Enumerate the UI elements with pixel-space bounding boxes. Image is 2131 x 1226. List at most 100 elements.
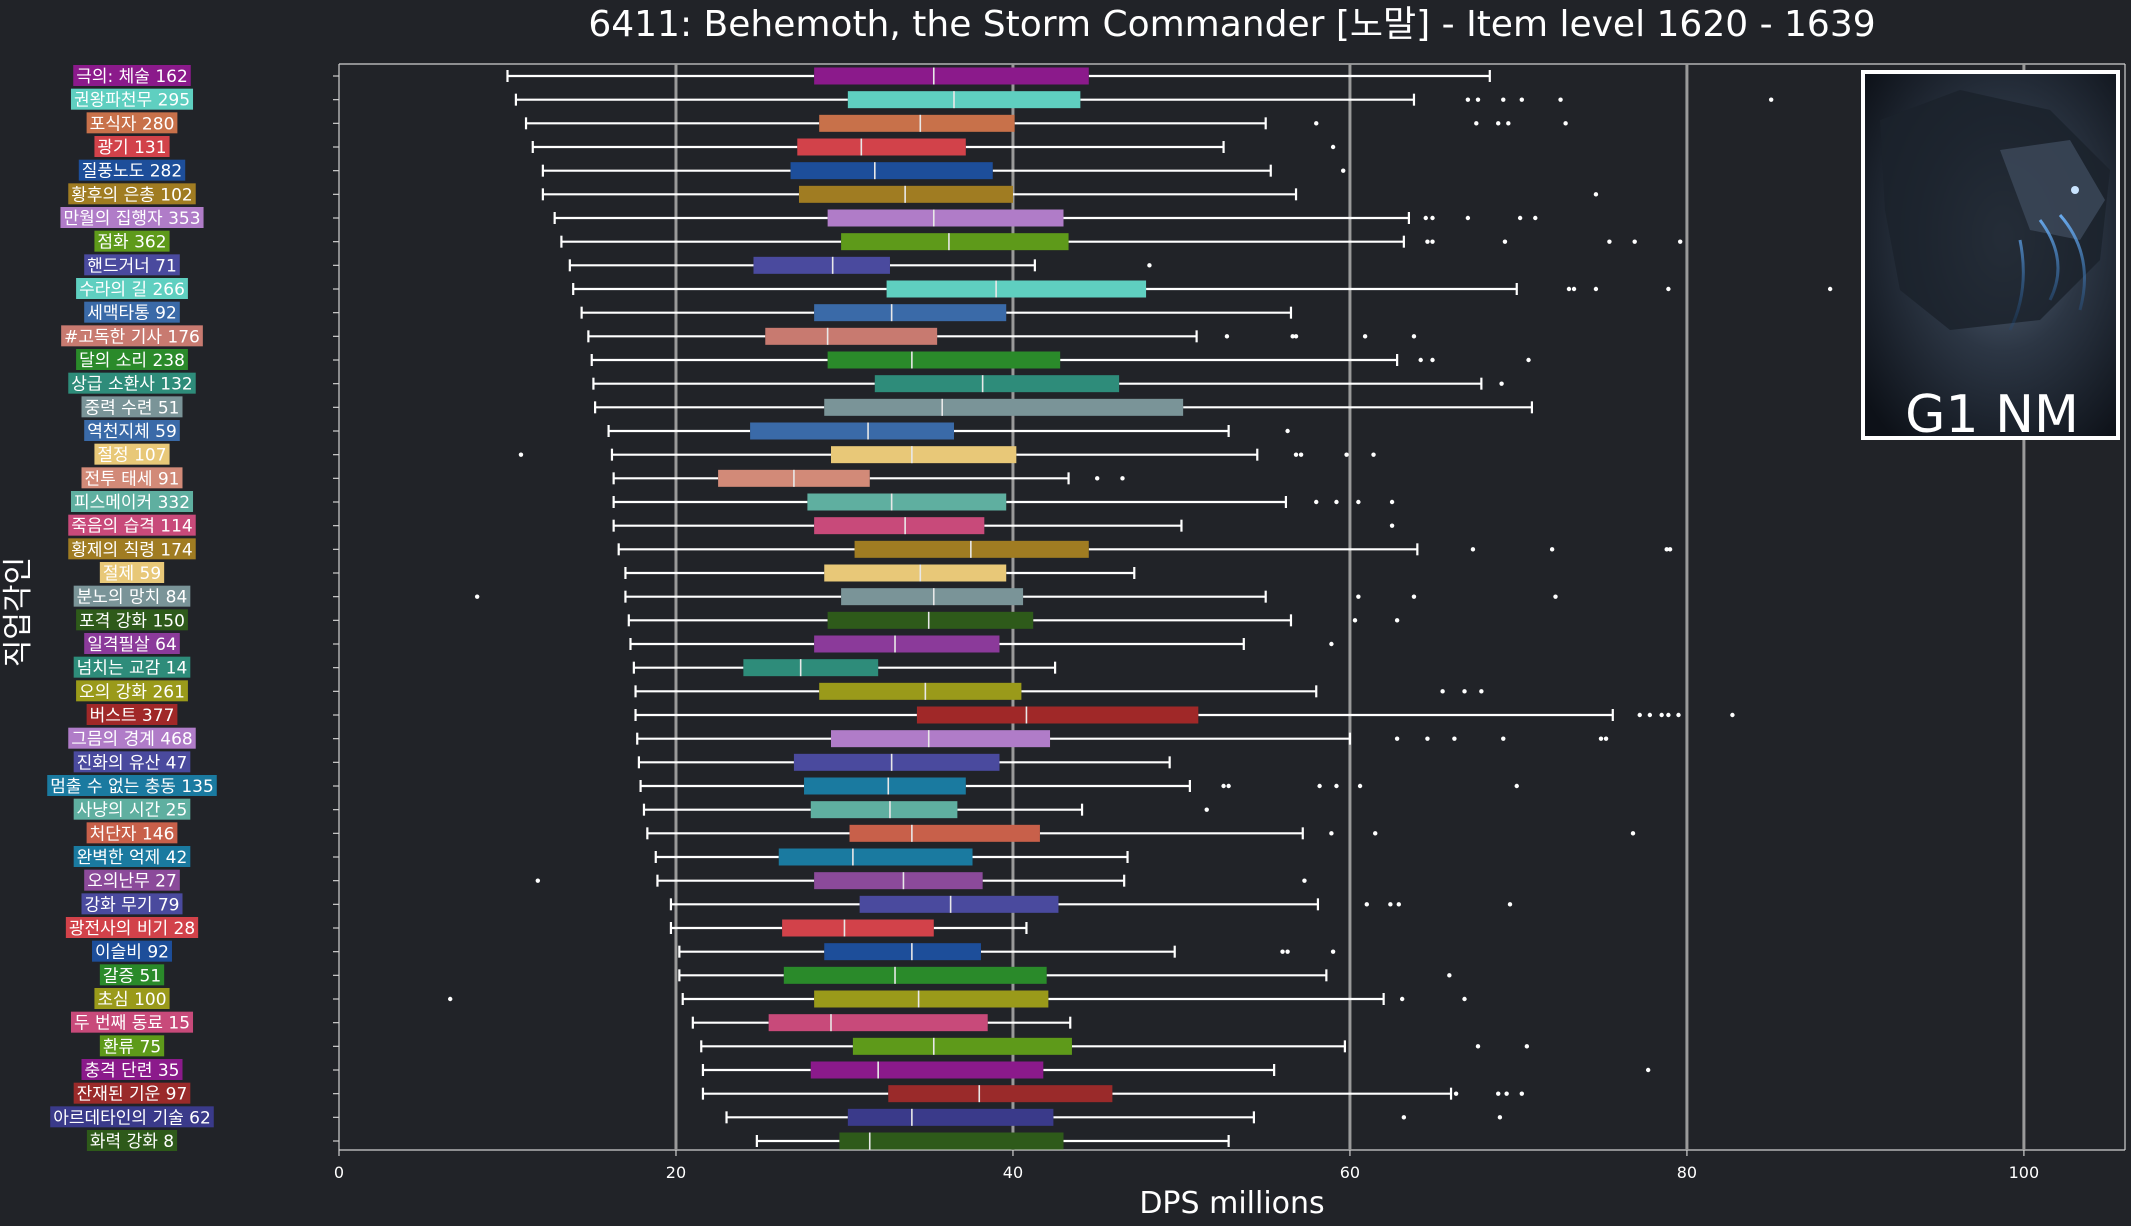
outlier-point <box>1226 783 1231 789</box>
box-group <box>560 233 1683 251</box>
box <box>847 91 1081 109</box>
category-label-bg <box>86 112 178 134</box>
outlier-point <box>1389 523 1395 528</box>
category-label-bg <box>70 88 194 110</box>
outlier-point <box>1507 902 1513 907</box>
box-group <box>634 682 1484 700</box>
box-group <box>612 469 1125 487</box>
outlier-point <box>1499 381 1504 386</box>
category-label-bg <box>47 775 217 796</box>
category-label: 수라의 길 266 <box>79 280 185 300</box>
outlier-point <box>1553 594 1558 599</box>
box-group <box>701 1061 1651 1079</box>
outlier-point <box>1676 712 1681 718</box>
box <box>824 943 981 961</box>
outlier-point <box>1362 334 1368 339</box>
category-label-bg <box>73 585 191 607</box>
category-label: 잔재된 기운 97 <box>77 1085 188 1105</box>
x-tick-label: 40 <box>1003 1163 1023 1182</box>
category-label: 세맥타통 92 <box>87 304 177 324</box>
category-label: 환류 75 <box>103 1037 161 1057</box>
category-label: 멈출 수 없는 충동 135 <box>50 777 214 797</box>
box <box>830 730 1051 748</box>
box <box>753 256 890 274</box>
category-label: 분노의 망치 84 <box>77 588 188 608</box>
outlier-point <box>1462 689 1467 694</box>
category-label: 포격 강화 150 <box>79 611 185 631</box>
category-label: 점화 362 <box>97 233 166 253</box>
outlier-point <box>518 452 524 457</box>
box <box>793 753 1000 771</box>
outlier-point <box>1356 499 1361 505</box>
outlier-point <box>1425 736 1430 741</box>
category-label-bg <box>99 964 165 986</box>
box-group <box>535 872 1307 890</box>
outlier-point <box>1430 215 1435 221</box>
category-label-bg <box>70 1011 194 1033</box>
outlier-point <box>1470 547 1476 552</box>
category-label-bg <box>81 396 183 418</box>
box-group <box>474 588 1558 606</box>
category-label-bg <box>73 1082 191 1104</box>
outlier-point <box>1447 973 1452 978</box>
box <box>810 801 958 819</box>
box <box>827 209 1064 227</box>
category-label-bg <box>78 159 186 181</box>
box <box>814 990 1049 1008</box>
outlier-point <box>1452 736 1457 741</box>
box <box>768 1014 988 1032</box>
outlier-point <box>1224 334 1230 339</box>
box-group <box>637 753 1171 771</box>
category-label: 상급 소환사 132 <box>71 375 192 395</box>
outlier-point <box>1388 902 1393 907</box>
box-group <box>636 730 1609 748</box>
box-group <box>669 895 1513 913</box>
outlier-point <box>1593 192 1599 197</box>
box-group <box>524 114 1568 132</box>
box <box>814 304 1007 322</box>
category-label-bg <box>60 207 204 228</box>
category-label: 만월의 집행자 353 <box>63 209 200 229</box>
box <box>790 162 993 180</box>
category-label: 황제의 칙령 174 <box>71 540 192 560</box>
category-label: 전투 태세 91 <box>85 469 180 489</box>
outlier-point <box>1768 97 1774 102</box>
box-group <box>691 1014 1072 1032</box>
box-group <box>725 1108 1503 1126</box>
box-group <box>553 209 1538 227</box>
outlier-point <box>1095 476 1100 481</box>
category-label: 질풍노도 282 <box>82 162 182 182</box>
box <box>824 398 1184 416</box>
box <box>841 233 1069 251</box>
box-group <box>514 91 1774 109</box>
category-label-bg <box>73 656 191 678</box>
category-label-bg <box>73 751 191 773</box>
outlier-point <box>1519 97 1525 102</box>
box-group <box>594 398 1534 416</box>
outlier-point <box>1526 357 1531 363</box>
box-group <box>632 659 1057 677</box>
category-label: 포식자 280 <box>90 114 175 134</box>
box <box>824 564 1007 582</box>
box-group <box>612 517 1395 535</box>
category-label-bg <box>50 1106 214 1128</box>
category-label: 권왕파천무 295 <box>74 91 190 111</box>
category-label: 역천지체 59 <box>87 422 177 442</box>
outlier-point <box>1120 476 1125 481</box>
category-label: 이슬비 92 <box>95 943 169 963</box>
box <box>827 351 1061 369</box>
category-label: 죽음의 습격 114 <box>71 517 192 537</box>
category-label-bg <box>76 349 188 370</box>
outlier-point <box>1394 736 1400 741</box>
category-label-bg <box>76 609 188 631</box>
x-tick-label: 20 <box>666 1163 686 1182</box>
box-group <box>646 824 1636 842</box>
category-label: 황후의 은총 102 <box>71 185 192 205</box>
outlier-point <box>1399 996 1405 1002</box>
x-tick-label: 80 <box>1677 1163 1697 1182</box>
box-group <box>627 611 1400 629</box>
outlier-point <box>1659 712 1664 718</box>
box-group <box>701 1085 1525 1103</box>
category-label: 강화 무기 79 <box>85 895 180 915</box>
